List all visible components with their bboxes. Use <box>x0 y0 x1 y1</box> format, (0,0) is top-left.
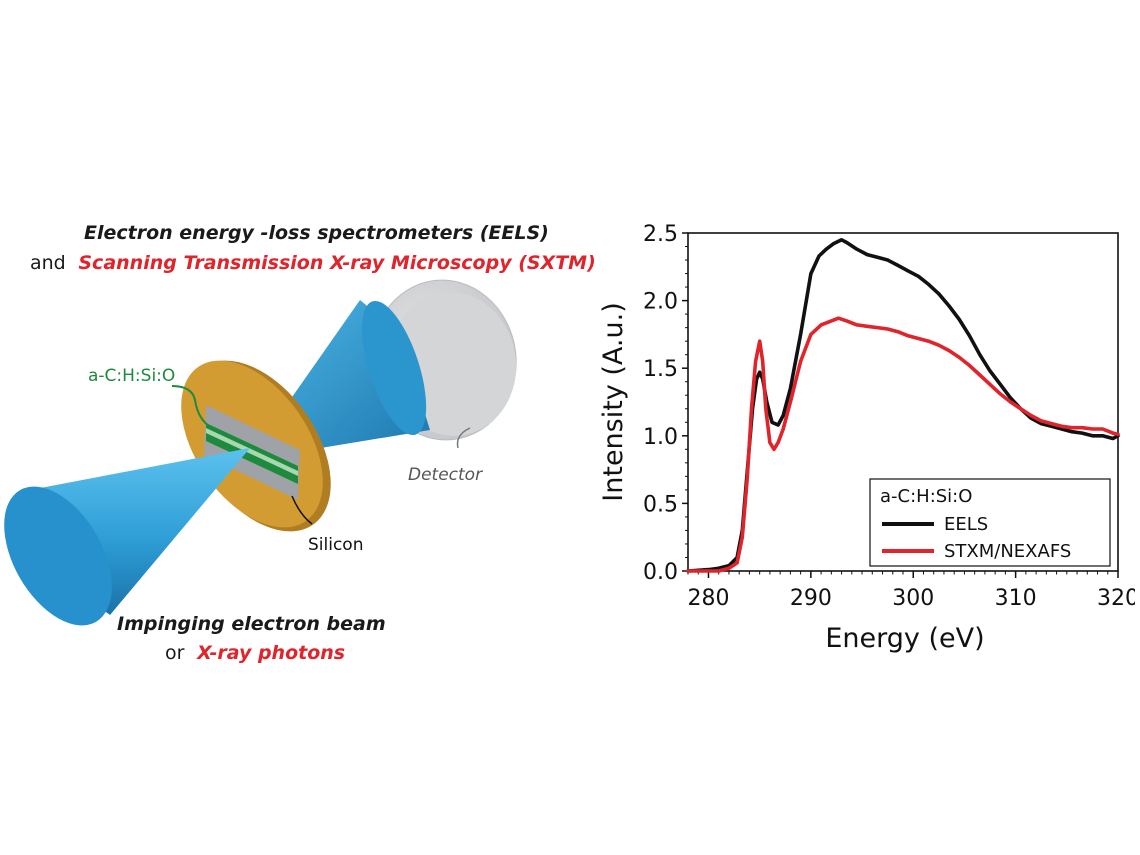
x-tick-label: 290 <box>790 586 832 611</box>
y-tick-label: 1.0 <box>643 425 678 450</box>
footer-beam-text: Impinging electron beam <box>117 613 386 635</box>
series-line-stxm <box>686 316 1120 573</box>
footer-xray-text: X-ray photons <box>197 642 346 664</box>
film-leader-line <box>171 385 213 429</box>
y-tick-label: 0.5 <box>643 492 678 517</box>
legend-title: a-C:H:Si:O <box>880 486 972 507</box>
y-tick-label: 0.0 <box>643 560 678 585</box>
series-line-eels <box>686 238 1120 573</box>
x-tick-label: 300 <box>892 586 934 611</box>
header-sxtm-text: Scanning Transmission X-ray Microscopy (… <box>78 252 596 274</box>
header-line-2: and Scanning Transmission X-ray Microsco… <box>30 252 596 274</box>
incoming-beam-end <box>4 486 112 626</box>
silicon-label: Silicon <box>308 535 364 555</box>
y-tick-label: 2.5 <box>643 222 678 247</box>
legend-label-eels: EELS <box>944 514 988 535</box>
legend-label-stxm: STXM/NEXAFS <box>944 541 1071 562</box>
x-tick-label: 310 <box>995 586 1037 611</box>
footer-line-1: Impinging electron beam <box>117 613 386 635</box>
header-line-1: Electron energy -loss spectrometers (EEL… <box>84 222 549 244</box>
spectrum-chart: 0.0 0.5 1.0 1.5 2.0 2.5 280 290 300 310 320 Energ… <box>598 222 1135 654</box>
experiment-schematic <box>4 279 517 626</box>
footer-or-text: or <box>165 642 185 664</box>
detector-label: Detector <box>408 465 483 485</box>
y-tick-label: 2.0 <box>643 290 678 315</box>
header-and-text: and <box>30 252 66 274</box>
x-tick-label: 280 <box>687 586 729 611</box>
y-tick-label: 1.5 <box>643 357 678 382</box>
series-layer <box>686 238 1120 573</box>
x-axis-label: Energy (eV) <box>825 623 984 654</box>
x-axis-ticks: 280 290 300 310 320 <box>687 571 1135 611</box>
legend: a-C:H:Si:O EELS STXM/NEXAFS <box>869 478 1111 567</box>
x-tick-label: 320 <box>1097 586 1135 611</box>
film-label: a-C:H:Si:O <box>88 366 176 386</box>
detector-leader-line <box>456 427 471 449</box>
header-eels-text: Electron energy -loss spectrometers (EEL… <box>84 222 549 244</box>
footer-line-2: or X-ray photons <box>165 642 345 664</box>
y-axis-label: Intensity (A.u.) <box>598 302 629 501</box>
outgoing-beam-end <box>361 300 427 436</box>
silicon-leader-line <box>291 495 313 525</box>
y-axis-ticks: 0.0 0.5 1.0 1.5 2.0 2.5 <box>643 222 688 585</box>
film-strip-highlight <box>206 428 298 476</box>
